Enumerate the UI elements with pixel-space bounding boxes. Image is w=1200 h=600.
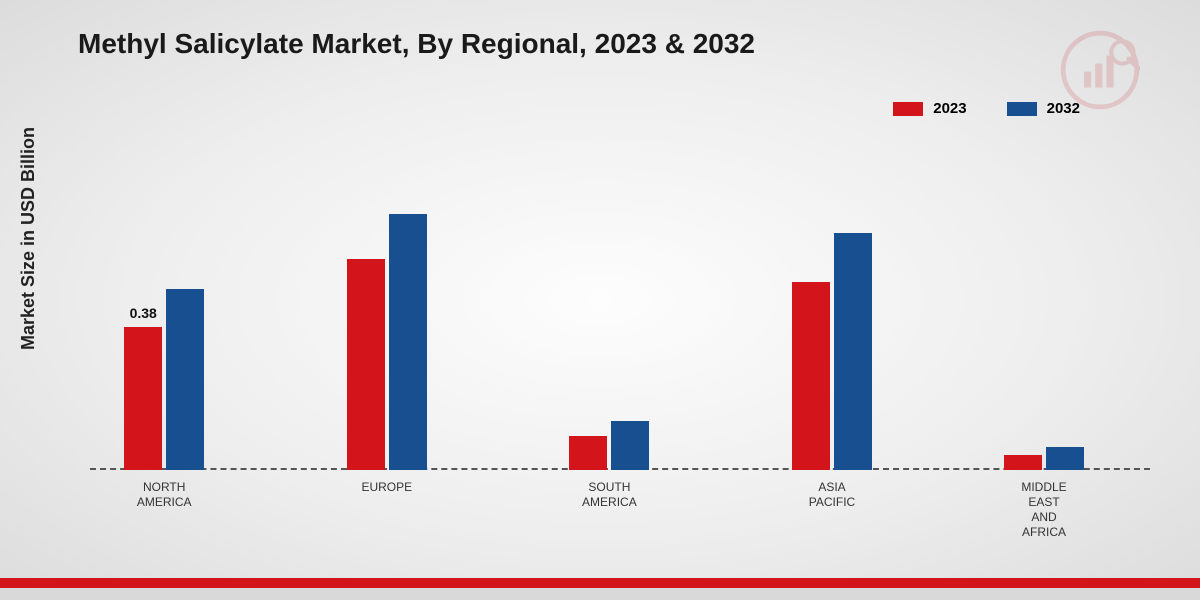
x-tick-label: SOUTH AMERICA xyxy=(582,480,637,510)
legend-label-2023: 2023 xyxy=(933,100,966,117)
bar-2032 xyxy=(1046,447,1084,470)
x-tick-label: ASIA PACIFIC xyxy=(809,480,855,510)
legend-item-2032: 2032 xyxy=(1007,100,1080,117)
bar-group: MIDDLE EAST AND AFRICA xyxy=(984,447,1104,470)
bar-value-label: 0.38 xyxy=(130,305,157,321)
y-axis-label: Market Size in USD Billion xyxy=(18,127,39,350)
bar-group: EUROPE xyxy=(327,214,447,470)
legend-swatch-2023 xyxy=(893,102,923,116)
bar-2032 xyxy=(166,289,204,470)
bar-2023 xyxy=(569,436,607,470)
bar-2023: 0.38 xyxy=(124,327,162,470)
bar-2023 xyxy=(1004,455,1042,470)
x-tick-label: EUROPE xyxy=(361,480,412,495)
watermark-logo xyxy=(1060,30,1140,110)
bar-2032 xyxy=(611,421,649,470)
legend-swatch-2032 xyxy=(1007,102,1037,116)
bar-2023 xyxy=(792,282,830,470)
x-tick-label: MIDDLE EAST AND AFRICA xyxy=(1021,480,1066,540)
footer-bar-red xyxy=(0,578,1200,588)
bar-2032 xyxy=(389,214,427,470)
chart-title: Methyl Salicylate Market, By Regional, 2… xyxy=(78,28,755,60)
footer-bar xyxy=(0,578,1200,600)
plot-area: 0.38NORTH AMERICA EUROPE SOUTH AMERICA ASIA… xyxy=(90,150,1150,470)
legend-label-2032: 2032 xyxy=(1047,100,1080,117)
bar-2032 xyxy=(834,233,872,470)
legend: 2023 2032 xyxy=(893,100,1080,117)
x-tick-label: NORTH AMERICA xyxy=(137,480,192,510)
legend-item-2023: 2023 xyxy=(893,100,966,117)
bar-group: SOUTH AMERICA xyxy=(549,421,669,470)
bar-group: ASIA PACIFIC xyxy=(772,233,892,470)
footer-bar-grey xyxy=(0,588,1200,600)
bar-group: 0.38NORTH AMERICA xyxy=(104,289,224,470)
bar-2023 xyxy=(347,259,385,470)
